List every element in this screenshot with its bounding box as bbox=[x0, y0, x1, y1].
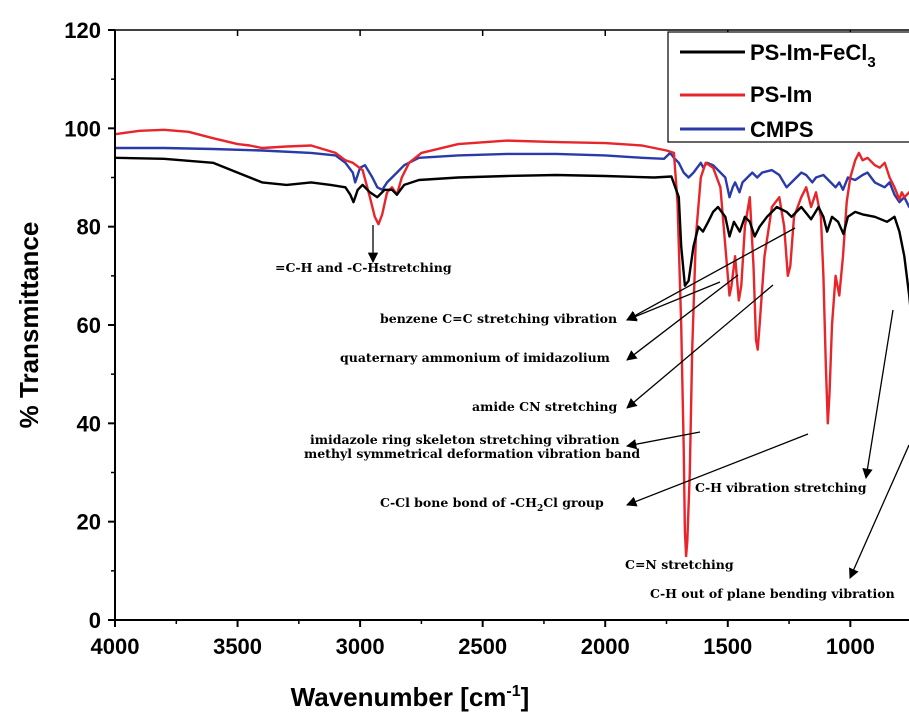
y-axis-title: % Transmittance bbox=[14, 222, 44, 429]
annotation-ccl-bond: C-Cl bone bond of -CH2Cl group bbox=[380, 495, 604, 514]
series-line-0 bbox=[115, 156, 909, 306]
x-tick-label: 3500 bbox=[213, 634, 262, 659]
arrow-quaternary-ammonium bbox=[626, 274, 739, 361]
y-tick-label: 20 bbox=[77, 510, 101, 535]
x-tick-label: 2000 bbox=[581, 634, 630, 659]
legend-label-ps-im: PS-Im bbox=[750, 82, 812, 107]
x-tick-label: 3000 bbox=[336, 634, 385, 659]
annotation-quaternary-ammonium: quaternary ammonium of imidazolium bbox=[340, 350, 610, 365]
legend: PS-Im-FeCl3 PS-Im CMPS bbox=[667, 31, 909, 143]
annotation-ch-stretching: =C-H and -C-Hstretching bbox=[275, 260, 452, 275]
annotation-methyl-deformation: methyl symmetrical deformation vibration… bbox=[304, 446, 640, 461]
series-line-1 bbox=[115, 128, 909, 558]
annotation-ch-out-of-plane: C-H out of plane bending vibration bbox=[650, 586, 895, 601]
arrow-imidazole-ring bbox=[625, 431, 701, 450]
x-tick-label: 1500 bbox=[703, 634, 752, 659]
series-line-2 bbox=[115, 146, 909, 209]
axes bbox=[108, 29, 909, 627]
legend-label-cmps: CMPS bbox=[750, 117, 814, 142]
tick-labels: 4000 3500 3000 2500 2000 1500 1000 0 20 40 60 80 100… bbox=[64, 18, 875, 659]
annotation-arrows bbox=[367, 225, 909, 579]
x-tick-label: 2500 bbox=[458, 634, 507, 659]
x-axis-title: Wavenumber [cm-1] bbox=[291, 682, 530, 712]
x-tick-label: 4000 bbox=[91, 634, 140, 659]
annotation-benzene: benzene C=C stretching vibration bbox=[380, 311, 617, 326]
arrow-benzene-2 bbox=[626, 227, 796, 321]
arrow-amide-cn bbox=[626, 284, 774, 409]
y-tick-label: 0 bbox=[89, 608, 101, 633]
annotation-cn-stretching: C=N stretching bbox=[625, 557, 734, 572]
arrow-ch-vibration bbox=[862, 309, 894, 480]
y-tick-label: 100 bbox=[64, 116, 101, 141]
annotation-imidazole-ring: imidazole ring skeleton stretching vibra… bbox=[310, 432, 620, 447]
arrow-ch-out-of-plane bbox=[849, 444, 909, 579]
annotations: =C-H and -C-Hstretching benzene C=C stre… bbox=[275, 260, 895, 601]
y-tick-label: 40 bbox=[77, 411, 101, 436]
legend-label-ps-im-fecl3: PS-Im-FeCl3 bbox=[750, 40, 876, 71]
x-tick-label: 1000 bbox=[826, 634, 875, 659]
y-tick-label: 120 bbox=[64, 18, 101, 43]
series-layer bbox=[115, 128, 909, 558]
arrow-benzene-1 bbox=[626, 281, 721, 322]
annotation-ch-vibration: C-H vibration stretching bbox=[695, 480, 867, 495]
y-tick-label: 80 bbox=[77, 215, 101, 240]
arrow-ccl-bond bbox=[626, 433, 809, 507]
legend-box bbox=[667, 31, 909, 143]
annotation-amide-cn: amide CN stretching bbox=[472, 399, 618, 414]
y-tick-label: 60 bbox=[77, 313, 101, 338]
